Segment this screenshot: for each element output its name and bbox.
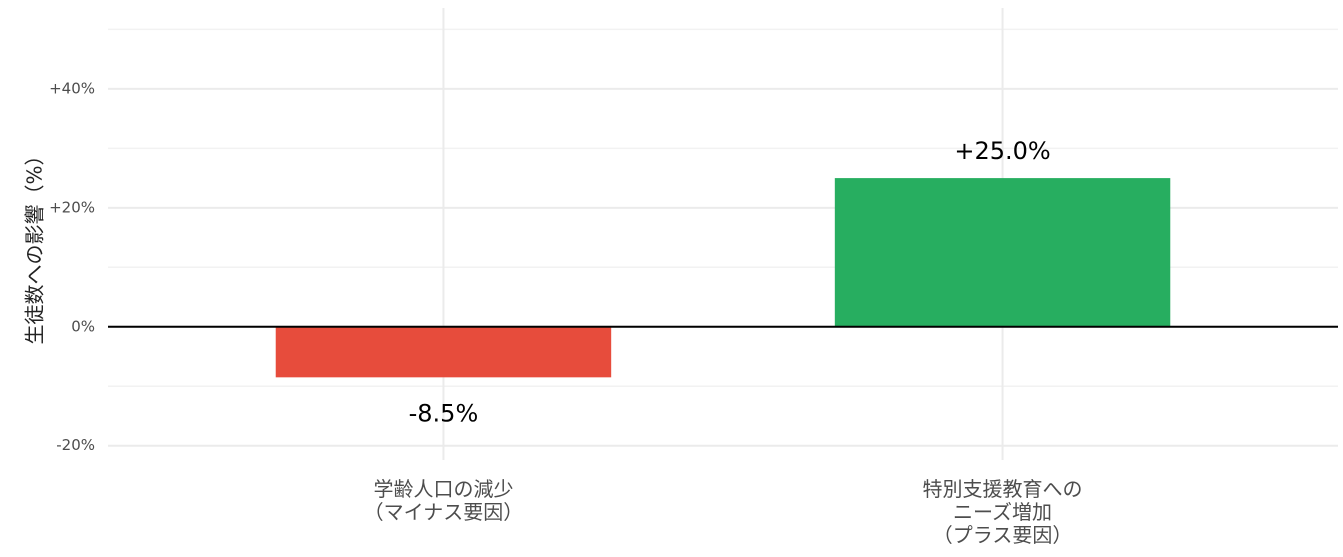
x-tick-label: 学齢人口の減少（マイナス要因） (364, 477, 524, 524)
x-tick-label-line: 特別支援教育への (923, 477, 1083, 501)
y-tick-label: +20% (49, 198, 95, 216)
y-tick-label: -20% (56, 436, 95, 454)
bar (834, 178, 1171, 327)
x-tick-label-line: 学齢人口の減少 (373, 477, 513, 501)
bar (275, 326, 612, 378)
value-label: -8.5% (409, 399, 479, 427)
y-tick-label: +40% (49, 79, 95, 97)
y-axis-label: 生徒数への影響（%） (23, 145, 47, 344)
x-tick-label-line: （マイナス要因） (364, 500, 524, 524)
y-tick-label: 0% (71, 317, 95, 335)
value-label: +25.0% (954, 137, 1050, 165)
x-tick-label: 特別支援教育へのニーズ増加（プラス要因） (923, 477, 1083, 547)
x-tick-label-line: （プラス要因） (933, 523, 1073, 547)
x-tick-label-line: ニーズ増加 (953, 500, 1052, 524)
